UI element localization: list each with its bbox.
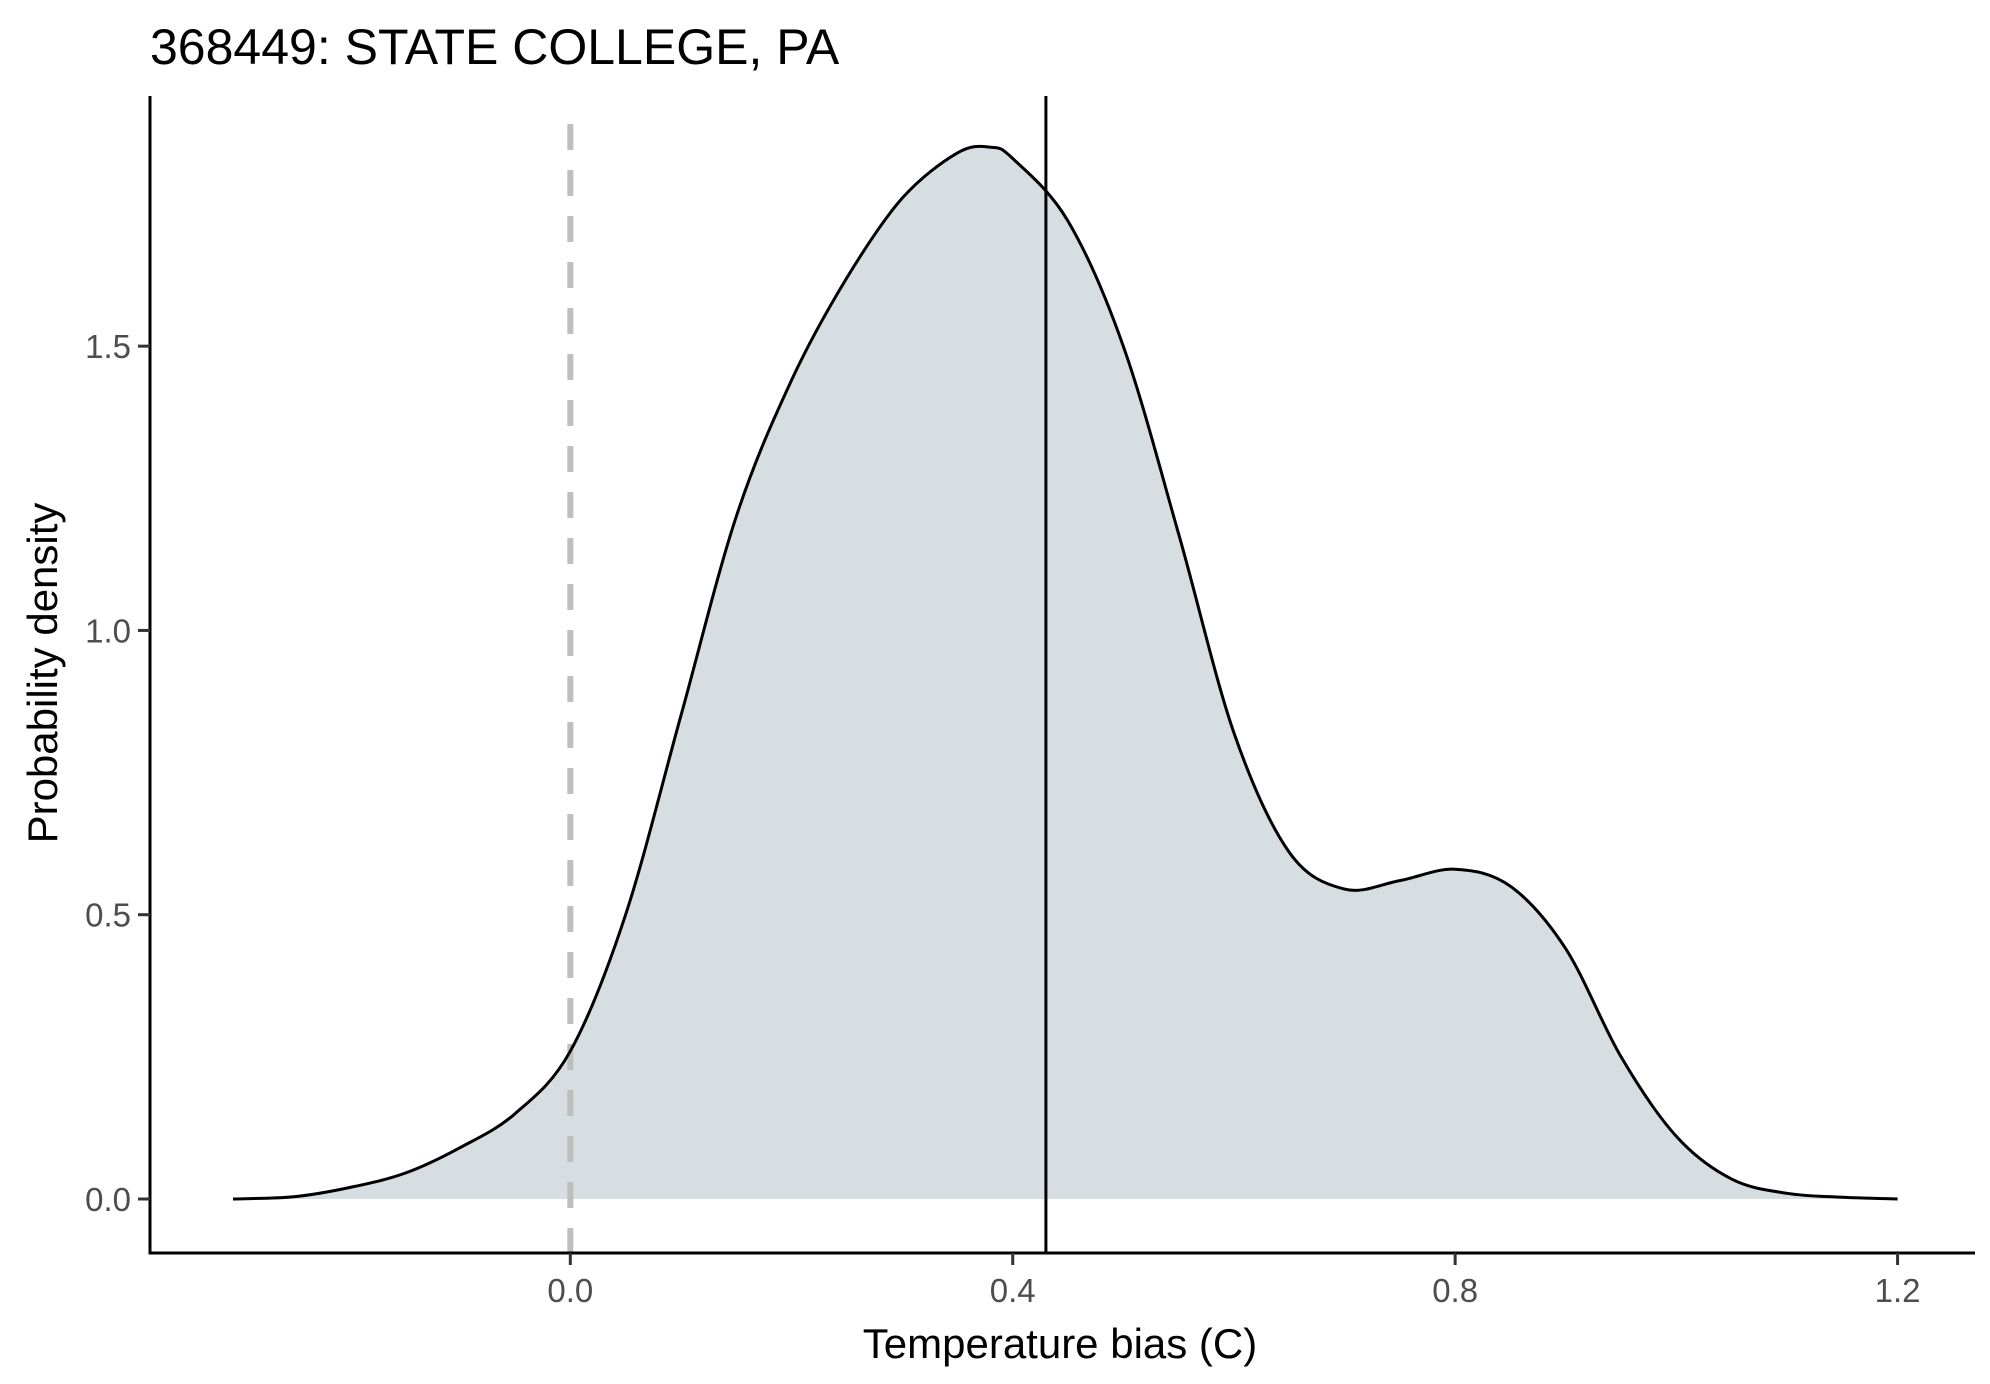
y-tick-label: 1.0: [85, 612, 131, 649]
y-tick-label: 0.0: [85, 1181, 131, 1218]
y-tick-label: 1.5: [85, 328, 131, 365]
chart-title: 368449: STATE COLLEGE, PA: [150, 19, 840, 75]
y-axis-title: Probability density: [19, 503, 66, 844]
x-tick-label: 0.4: [990, 1272, 1036, 1309]
plot-area: [232, 96, 1898, 1253]
x-axis-title: Temperature bias (C): [863, 1320, 1257, 1367]
x-tick-label: 1.2: [1875, 1272, 1921, 1309]
x-tick-label: 0.8: [1432, 1272, 1478, 1309]
x-axis-ticks: 0.0 0.4 0.8 1.2: [547, 1253, 1921, 1309]
y-axis-ticks: 0.0 0.5 1.0 1.5: [85, 328, 150, 1218]
density-curve-line: [232, 144, 1898, 1201]
y-tick-label: 0.5: [85, 897, 131, 934]
x-tick-label: 0.0: [547, 1272, 593, 1309]
density-area-fill: [233, 146, 1898, 1199]
